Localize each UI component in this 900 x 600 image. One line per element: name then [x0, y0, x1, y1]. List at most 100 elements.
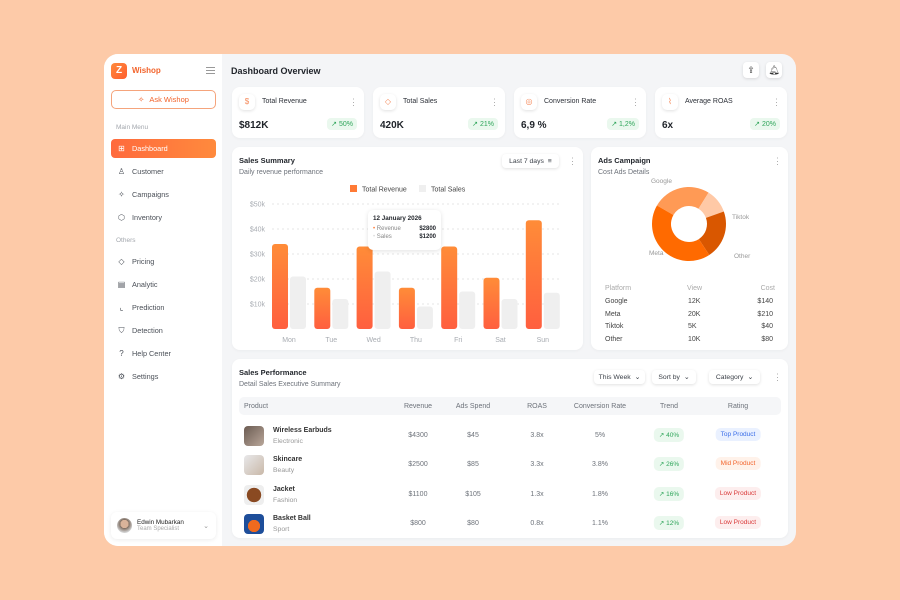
- cell-roas: 3.8x: [530, 432, 544, 439]
- line-chart-icon: ⌇: [662, 94, 678, 110]
- table-row[interactable]: Jacket Fashion $1100 $105 1.3x 1.8% ↗ 16% Low P…: [232, 483, 788, 507]
- trend-badge: ↗ 26%: [653, 457, 685, 472]
- card-title: Sales Summary: [239, 156, 295, 165]
- nav-label: Settings: [132, 372, 159, 381]
- col-header: Ads Spend: [455, 403, 491, 410]
- sidebar-item-pricing[interactable]: ◇ Pricing: [111, 252, 216, 271]
- ads-donut-chart: Google Tiktok Other Meta: [649, 178, 751, 261]
- table-row[interactable]: Basket Ball Sport $800 $80 0.8x 1.1% ↗ 12% Low …: [232, 512, 788, 536]
- tooltip-date: 12 January 2026: [373, 215, 422, 222]
- donut-slice-other: [698, 211, 726, 255]
- cell-ads: $45: [467, 432, 479, 439]
- sidebar-item-dashboard[interactable]: ⊞ Dashboard: [111, 139, 216, 158]
- product-category: Fashion: [273, 496, 298, 504]
- y-tick-label: $50k: [250, 202, 266, 209]
- sidebar-item-detection[interactable]: ⛉ Detection: [111, 321, 216, 340]
- bar-revenue-fri: [441, 246, 458, 329]
- legend-swatch-sales: [419, 185, 426, 192]
- stat-label: Total Revenue: [262, 98, 307, 105]
- donut-label-meta: Meta: [649, 250, 664, 257]
- sidebar-item-help-center[interactable]: ? Help Center: [111, 344, 216, 363]
- bar-sales-sun: [543, 292, 560, 329]
- x-tick-label: Mon: [282, 337, 296, 344]
- platform-name: Meta: [605, 310, 621, 318]
- product-image: [244, 426, 264, 446]
- bar-sales-fri: [459, 291, 476, 329]
- col-header: Rating: [727, 403, 749, 410]
- platform-name: Google: [605, 298, 628, 305]
- bell-icon[interactable]: 🔔︎: [766, 62, 782, 78]
- tooltip-sales-label: Sales: [376, 234, 392, 240]
- sidebar-item-inventory[interactable]: ⬡ Inventory: [111, 208, 216, 227]
- product-image: [244, 455, 264, 476]
- chart-tooltip: 12 January 2026 • Revenue $2800 • Sales $1…: [368, 210, 441, 250]
- table-header: [239, 397, 781, 415]
- sidebar-item-settings[interactable]: ⚙ Settings: [111, 367, 216, 386]
- stat-value: 6,9 %: [521, 120, 547, 131]
- date-range-dropdown[interactable]: Last 7 days ≡: [502, 154, 559, 168]
- user-profile[interactable]: Edwin Mubarkan Team Specialist ⌄: [111, 512, 216, 539]
- sidebar-item-prediction[interactable]: ⌞ Prediction: [111, 298, 216, 317]
- change-badge: ↗ 20%: [750, 118, 780, 130]
- sidebar-item-campaigns[interactable]: ✧ Campaigns: [111, 185, 216, 204]
- ask-wishop-button[interactable]: ✧ Ask Wishop: [111, 90, 216, 109]
- x-tick-label: Sun: [537, 337, 550, 344]
- more-icon[interactable]: ⋮: [568, 156, 577, 166]
- col-header-product: Product: [244, 403, 269, 410]
- target-icon: ◎: [521, 94, 537, 110]
- platform-cost: $80: [761, 335, 773, 343]
- table-row[interactable]: Skincare Beauty $2500 $85 3.3x 3.8% ↗ 26% Mid P…: [232, 453, 788, 477]
- filter-label: Sort by: [658, 373, 680, 381]
- bar-sales-tue: [332, 299, 349, 329]
- more-icon[interactable]: ⋮: [349, 97, 358, 107]
- sales-summary-card: Sales Summary Daily revenue performance …: [232, 147, 583, 350]
- more-icon[interactable]: ⋮: [773, 156, 782, 166]
- bar-revenue-sat: [483, 277, 500, 329]
- sparkle-icon: ✧: [138, 95, 145, 104]
- nav-label: Inventory: [132, 213, 163, 222]
- help-icon: ?: [119, 349, 124, 358]
- menu-toggle-icon[interactable]: [206, 67, 215, 74]
- sort-by-dropdown[interactable]: Sort by ⌄: [652, 370, 696, 384]
- platform-name: Tiktok: [605, 323, 624, 330]
- bar-sales-thu: [416, 306, 433, 329]
- tooltip-sales: $1200: [419, 234, 436, 240]
- more-icon[interactable]: ⋮: [631, 97, 640, 107]
- platform-view: 12K: [688, 298, 701, 305]
- trend-up-icon: ↗: [658, 490, 665, 498]
- sidebar-item-analytic[interactable]: ▤ Analytic: [111, 275, 216, 294]
- rating-badge: Mid Product: [715, 457, 761, 471]
- y-tick-label: $20k: [250, 277, 266, 284]
- col-header: Revenue: [403, 403, 433, 410]
- x-tick-label: Tue: [325, 337, 337, 344]
- change-value: 21%: [479, 121, 494, 128]
- product-name: Jacket: [273, 485, 295, 493]
- platform-cost: $40: [761, 323, 773, 330]
- dollar-icon: $: [239, 94, 255, 110]
- grid-icon: ⊞: [118, 144, 125, 153]
- bar-revenue-wed: [356, 246, 373, 329]
- sidebar-item-customer[interactable]: ♙ Customer: [111, 162, 216, 181]
- export-icon[interactable]: ⇪: [743, 62, 759, 78]
- y-tick-label: $40k: [250, 227, 266, 234]
- more-icon[interactable]: ⋮: [490, 97, 499, 107]
- x-tick-label: Fri: [454, 337, 463, 344]
- trend-value: 40%: [666, 432, 680, 439]
- user-role: Team Specialist: [137, 526, 180, 532]
- bar-revenue-mon: [272, 244, 288, 329]
- nav-label: Customer: [132, 167, 164, 176]
- x-tick-label: Thu: [410, 337, 422, 344]
- table-row[interactable]: Wireless Earbuds Electronic $4300 $45 3.8x 5%…: [232, 424, 788, 448]
- y-tick-label: $30k: [250, 252, 266, 259]
- shield-icon: ⛉: [118, 325, 125, 335]
- cell-conv: 1.8%: [592, 490, 608, 498]
- product-name: Wireless Earbuds: [273, 427, 332, 434]
- logo-icon: Z: [111, 63, 127, 79]
- change-value: 1,2%: [619, 121, 635, 128]
- trend-up-icon: ↗: [754, 121, 761, 128]
- platform-cost: $210: [757, 310, 773, 318]
- category-dropdown[interactable]: Category ⌄: [709, 370, 760, 384]
- this-week-dropdown[interactable]: This Week ⌄: [594, 370, 645, 384]
- more-icon[interactable]: ⋮: [772, 97, 781, 107]
- more-icon[interactable]: ⋮: [773, 372, 782, 382]
